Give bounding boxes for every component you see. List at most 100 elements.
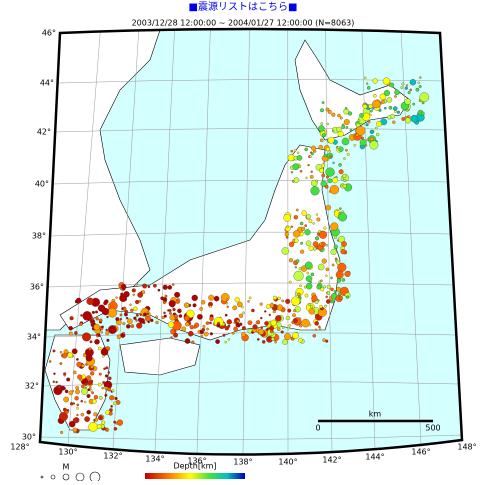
quake <box>330 288 333 291</box>
quake <box>174 292 180 298</box>
quake <box>253 324 258 329</box>
quake <box>326 296 328 298</box>
quake <box>324 227 327 230</box>
quake <box>422 102 424 104</box>
quake <box>53 381 55 383</box>
quake <box>282 300 284 302</box>
quake <box>84 416 89 421</box>
quake <box>77 362 82 367</box>
quake <box>89 422 98 431</box>
quake <box>94 324 100 330</box>
quake <box>305 148 308 151</box>
quake <box>192 295 198 301</box>
lat-label: 32° <box>25 382 39 391</box>
quake <box>269 326 274 331</box>
quake <box>310 175 313 178</box>
quake <box>291 171 293 173</box>
quake <box>260 303 263 306</box>
quake <box>277 328 280 331</box>
quake <box>165 295 168 298</box>
quake <box>334 236 337 239</box>
quake <box>94 395 98 399</box>
quake <box>300 222 303 225</box>
quake <box>345 149 347 151</box>
quake <box>53 350 56 353</box>
quake <box>93 419 95 421</box>
quake <box>311 186 320 195</box>
quake <box>75 390 80 395</box>
quake <box>79 323 82 326</box>
quake <box>135 300 139 304</box>
quake <box>326 176 329 179</box>
quake <box>294 149 296 151</box>
quake <box>168 285 172 289</box>
quake <box>133 307 137 311</box>
quake <box>337 279 341 283</box>
quake <box>322 259 327 264</box>
quake <box>73 371 76 374</box>
quake <box>106 329 108 331</box>
list-link[interactable]: ■震源リストはこちら■ <box>189 0 298 13</box>
quake <box>364 77 366 79</box>
quake <box>337 146 340 149</box>
quake <box>360 139 367 146</box>
quake <box>294 239 298 243</box>
quake <box>109 395 114 400</box>
quake <box>275 315 281 321</box>
quake <box>163 297 167 301</box>
quake <box>363 104 367 108</box>
quake <box>116 297 118 299</box>
quake <box>368 104 372 108</box>
quake <box>308 164 310 166</box>
quake <box>311 295 317 301</box>
quake <box>310 305 313 308</box>
quake <box>99 373 102 376</box>
quake <box>291 297 300 306</box>
lat-label: 44° <box>40 79 54 88</box>
quake <box>247 300 249 302</box>
quake <box>116 317 120 321</box>
quake <box>267 337 269 339</box>
quake <box>332 177 338 183</box>
quake <box>306 283 312 289</box>
quake <box>421 112 425 116</box>
quake <box>273 296 277 300</box>
quake <box>163 285 168 290</box>
quake <box>305 229 311 235</box>
quake <box>217 324 221 328</box>
quake <box>366 83 368 85</box>
quake <box>54 373 56 375</box>
quake <box>84 383 87 386</box>
quake <box>332 264 334 266</box>
quake <box>309 246 314 251</box>
quake <box>248 321 252 325</box>
quake <box>271 337 274 340</box>
quake <box>105 375 108 378</box>
quake <box>286 316 290 320</box>
magnitude-label: M <box>63 463 70 472</box>
quake <box>86 376 91 381</box>
quake <box>373 94 376 97</box>
quake <box>87 394 91 398</box>
quake <box>282 339 287 344</box>
quake <box>70 316 74 320</box>
quake <box>73 403 75 405</box>
quake <box>209 306 211 308</box>
quake <box>90 341 93 344</box>
quake <box>336 287 340 291</box>
quake <box>311 171 313 173</box>
quake <box>324 305 327 308</box>
lat-label: 34° <box>27 333 41 342</box>
quake <box>179 314 182 317</box>
quake <box>197 314 202 319</box>
quake <box>156 321 159 324</box>
quake <box>92 399 96 403</box>
quake <box>394 111 396 113</box>
quake <box>86 355 93 362</box>
quake <box>313 334 316 337</box>
quake <box>148 321 150 323</box>
quake <box>150 319 153 322</box>
quake <box>203 325 206 328</box>
quake <box>74 331 77 334</box>
quake <box>60 431 63 434</box>
